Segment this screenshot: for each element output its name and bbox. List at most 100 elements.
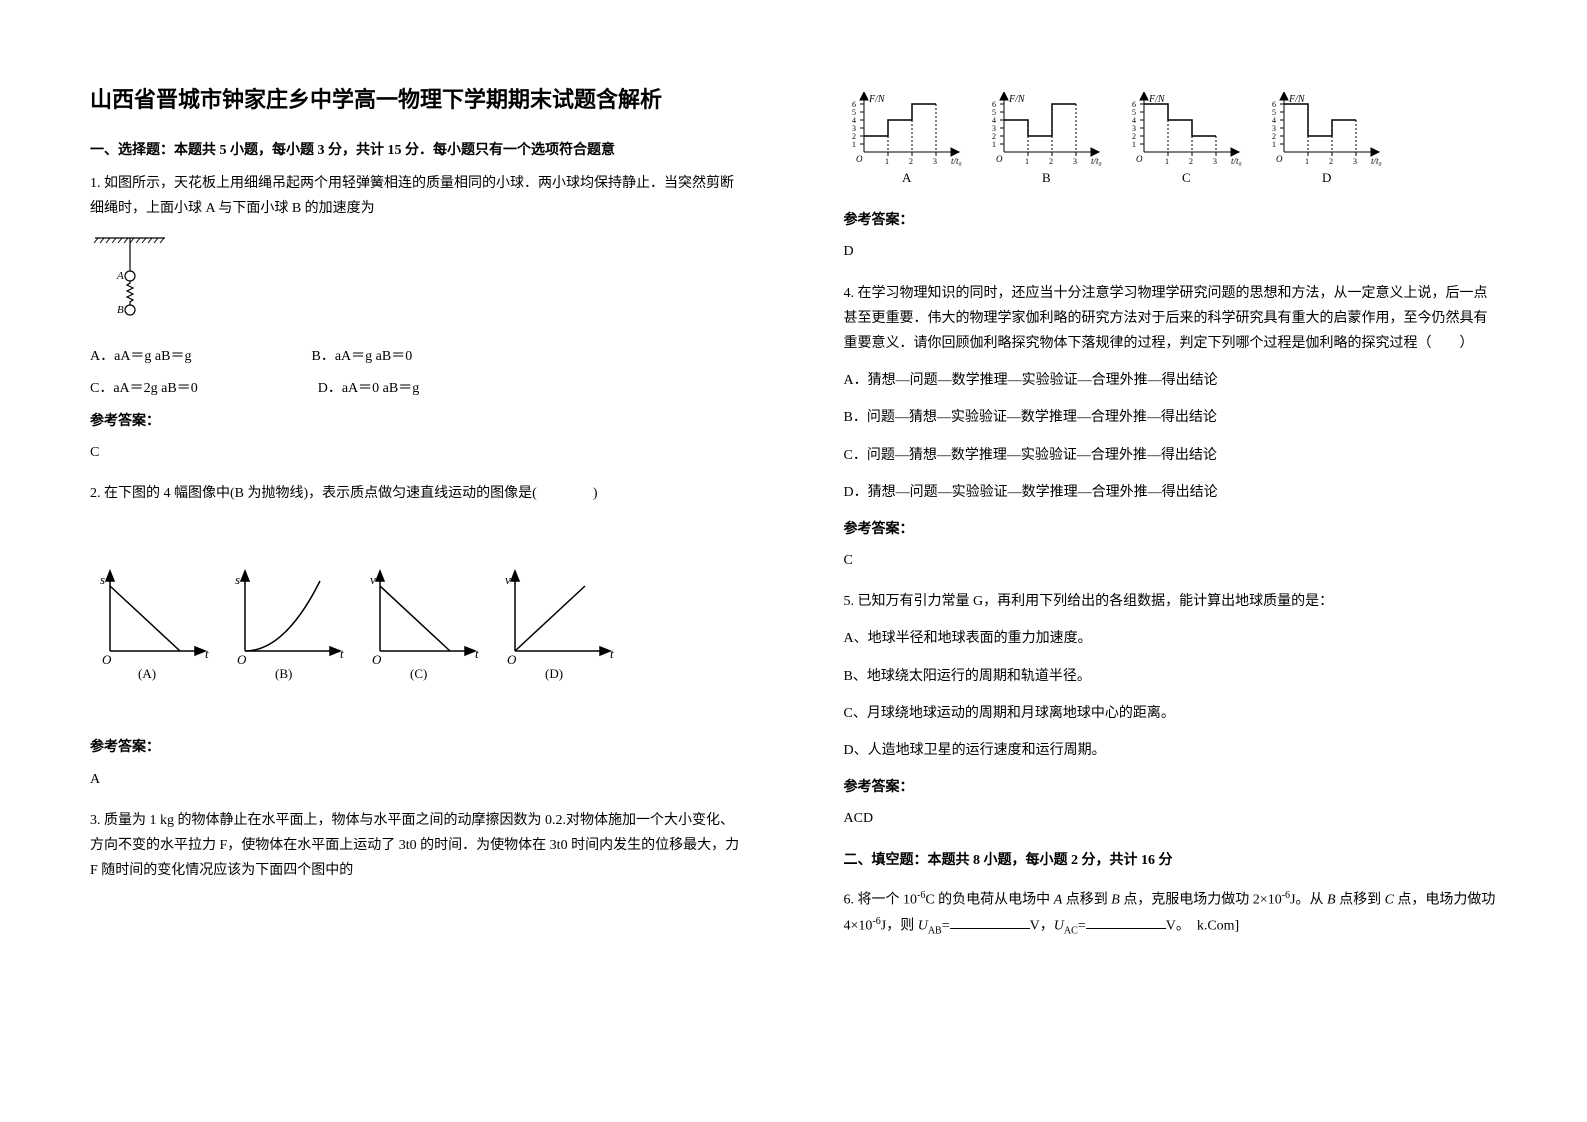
q1: 1. 如图所示，天花板上用细绳吊起两个用轻弹簧相连的质量相同的小球．两小球均保持… xyxy=(90,171,744,465)
q2: 2. 在下图的 4 幅图像中(B 为抛物线)，表示质点做匀速直线运动的图像是( … xyxy=(90,481,744,792)
q1-optb: B．aA＝g aB＝0 xyxy=(312,344,413,369)
svg-text:t: t xyxy=(205,646,209,661)
svg-text:6: 6 xyxy=(1132,100,1136,109)
svg-text:6: 6 xyxy=(992,100,996,109)
svg-text:3: 3 xyxy=(1073,157,1077,166)
q3: 3. 质量为 1 kg 的物体静止在水平面上，物体与水平面之间的动摩擦因数为 0… xyxy=(90,808,744,884)
q1-opta: A．aA＝g aB＝g xyxy=(90,344,192,369)
svg-text:2: 2 xyxy=(1049,157,1053,166)
svg-text:3: 3 xyxy=(933,157,937,166)
svg-text:6: 6 xyxy=(852,100,856,109)
q5-answer: ACD xyxy=(844,806,1498,831)
svg-text:F/N: F/N xyxy=(868,94,886,105)
svg-text:(D): (D) xyxy=(545,666,563,681)
q1-answer-label: 参考答案： xyxy=(90,409,744,434)
svg-text:2: 2 xyxy=(852,132,856,141)
svg-text:4: 4 xyxy=(1272,116,1276,125)
svg-text:2: 2 xyxy=(1189,157,1193,166)
svg-text:O: O xyxy=(1136,154,1143,164)
svg-text:s: s xyxy=(235,572,240,587)
q1-optd: D．aA＝0 aB＝g xyxy=(318,376,420,401)
svg-text:1: 1 xyxy=(1132,140,1136,149)
svg-text:2: 2 xyxy=(1132,132,1136,141)
svg-text:2: 2 xyxy=(992,132,996,141)
svg-text:1: 1 xyxy=(1025,157,1029,166)
svg-text:1: 1 xyxy=(1305,157,1309,166)
q4-optb: B．问题—猜想—实验验证—数学推理—合理外推—得出结论 xyxy=(844,405,1498,430)
svg-text:1: 1 xyxy=(992,140,996,149)
svg-text:C: C xyxy=(1182,170,1191,185)
q4: 4. 在学习物理知识的同时，还应当十分注意学习物理学研究问题的思想和方法，从一定… xyxy=(844,281,1498,574)
svg-text:3: 3 xyxy=(992,124,996,133)
svg-text:O: O xyxy=(507,652,517,667)
svg-text:O: O xyxy=(996,154,1003,164)
q2-answer-label: 参考答案： xyxy=(90,735,744,760)
q2-text: 2. 在下图的 4 幅图像中(B 为抛物线)，表示质点做匀速直线运动的图像是( … xyxy=(90,481,744,506)
svg-text:3: 3 xyxy=(1353,157,1357,166)
svg-text:O: O xyxy=(1276,154,1283,164)
q3-diagram: F/N 123 456 O 123 t/t₀ A xyxy=(844,92,1498,196)
svg-text:A: A xyxy=(902,170,912,185)
svg-text:v: v xyxy=(505,572,511,587)
svg-text:v: v xyxy=(370,572,376,587)
svg-text:O: O xyxy=(856,154,863,164)
q3-answer: D xyxy=(844,239,1498,264)
svg-text:(B): (B) xyxy=(275,666,292,681)
section1-title: 一、选择题：本题共 5 小题，每小题 3 分，共计 15 分．每小题只有一个选项… xyxy=(90,138,744,163)
q5-text: 5. 已知万有引力常量 G，再利用下列给出的各组数据，能计算出地球质量的是： xyxy=(844,589,1498,614)
q5-optd: D、人造地球卫星的运行速度和运行周期。 xyxy=(844,738,1498,763)
svg-text:F/N: F/N xyxy=(1008,94,1026,105)
q5-optb: B、地球绕太阳运行的周期和轨道半径。 xyxy=(844,664,1498,689)
svg-text:t/t₀: t/t₀ xyxy=(1371,156,1382,166)
q6: 6. 将一个 10-6C 的负电荷从电场中 A 点移到 B 点，克服电场力做功 … xyxy=(844,887,1498,940)
q4-optd: D．猜想—问题—实验验证—数学推理—合理外推—得出结论 xyxy=(844,480,1498,505)
svg-text:4: 4 xyxy=(852,116,856,125)
svg-text:4: 4 xyxy=(992,116,996,125)
svg-text:5: 5 xyxy=(992,108,996,117)
label-b: B xyxy=(117,304,124,316)
svg-text:t: t xyxy=(475,646,479,661)
svg-text:(A): (A) xyxy=(138,666,156,681)
svg-text:(C): (C) xyxy=(410,666,427,681)
q1-optc: C．aA＝2g aB＝0 xyxy=(90,376,198,401)
svg-text:1: 1 xyxy=(852,140,856,149)
svg-text:5: 5 xyxy=(1132,108,1136,117)
q4-answer-label: 参考答案： xyxy=(844,517,1498,542)
svg-text:3: 3 xyxy=(1272,124,1276,133)
q1-diagram: A B xyxy=(90,233,744,332)
svg-text:5: 5 xyxy=(852,108,856,117)
svg-text:F/N: F/N xyxy=(1288,94,1306,105)
svg-text:s: s xyxy=(100,572,105,587)
q5: 5. 已知万有引力常量 G，再利用下列给出的各组数据，能计算出地球质量的是： A… xyxy=(844,589,1498,831)
q1-answer: C xyxy=(90,440,744,465)
svg-text:5: 5 xyxy=(1272,108,1276,117)
q4-answer: C xyxy=(844,548,1498,573)
svg-text:t: t xyxy=(340,646,344,661)
svg-text:O: O xyxy=(237,652,247,667)
q2-answer: A xyxy=(90,767,744,792)
q4-optc: C．问题—猜想—数学推理—实验验证—合理外推—得出结论 xyxy=(844,443,1498,468)
svg-text:3: 3 xyxy=(1132,124,1136,133)
q5-optc: C、月球绕地球运动的周期和月球离地球中心的距离。 xyxy=(844,701,1498,726)
q3-text: 3. 质量为 1 kg 的物体静止在水平面上，物体与水平面之间的动摩擦因数为 0… xyxy=(90,808,744,884)
svg-text:1: 1 xyxy=(885,157,889,166)
svg-text:3: 3 xyxy=(852,124,856,133)
section2-title: 二、填空题：本题共 8 小题，每小题 2 分，共计 16 分 xyxy=(844,848,1498,873)
q3-answer-label: 参考答案： xyxy=(844,208,1498,233)
q4-text: 4. 在学习物理知识的同时，还应当十分注意学习物理学研究问题的思想和方法，从一定… xyxy=(844,281,1498,357)
blank-uac xyxy=(1086,915,1166,929)
q5-answer-label: 参考答案： xyxy=(844,775,1498,800)
svg-text:6: 6 xyxy=(1272,100,1276,109)
q1-text: 1. 如图所示，天花板上用细绳吊起两个用轻弹簧相连的质量相同的小球．两小球均保持… xyxy=(90,171,744,221)
page-title: 山西省晋城市钟家庄乡中学高一物理下学期期末试题含解析 xyxy=(90,80,744,120)
q5-opta: A、地球半径和地球表面的重力加速度。 xyxy=(844,626,1498,651)
svg-text:2: 2 xyxy=(1272,132,1276,141)
svg-text:2: 2 xyxy=(1329,157,1333,166)
svg-text:1: 1 xyxy=(1165,157,1169,166)
svg-text:t/t₀: t/t₀ xyxy=(1231,156,1242,166)
svg-text:2: 2 xyxy=(909,157,913,166)
svg-text:F/N: F/N xyxy=(1148,94,1166,105)
svg-text:3: 3 xyxy=(1213,157,1217,166)
q4-opta: A．猜想—问题—数学推理—实验验证—合理外推—得出结论 xyxy=(844,368,1498,393)
svg-text:t/t₀: t/t₀ xyxy=(951,156,962,166)
